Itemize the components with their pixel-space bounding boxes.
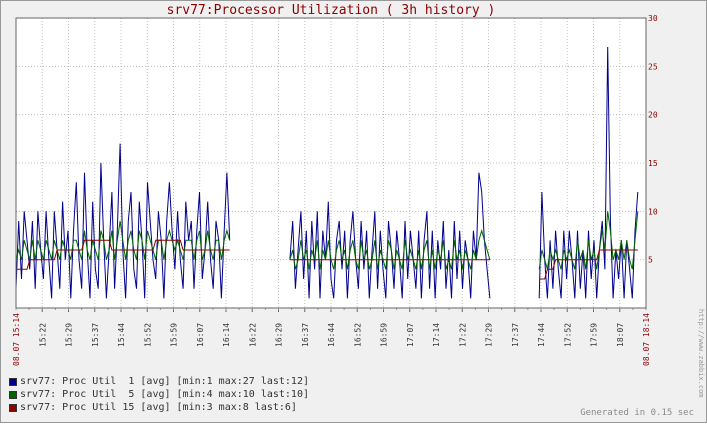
legend-item: srv77: Proc Util 15 [avg] [min:3 max:8 l…: [9, 401, 309, 414]
x-tick-label: 15:44: [117, 323, 126, 347]
y-tick-label: 25: [648, 62, 658, 71]
x-tick-label: 15:37: [91, 323, 100, 347]
legend-text: srv77: Proc Util 1 [avg] [min:1 max:27 l…: [20, 376, 309, 387]
x-tick-label: 17:52: [563, 323, 572, 347]
x-tick-label: 16:07: [196, 323, 205, 347]
x-tick-label: 16:37: [301, 323, 310, 347]
y-tick-label: 10: [648, 207, 658, 216]
series-line-1: [289, 172, 491, 299]
x-tick-label: 17:44: [537, 323, 546, 347]
series-line-3: [539, 249, 638, 280]
x-tick-label: 16:22: [248, 323, 257, 347]
x-tick-label: 17:59: [590, 323, 599, 347]
legend-swatch: [9, 377, 17, 386]
y-tick-label: 30: [648, 14, 658, 23]
legend: srv77: Proc Util 1 [avg] [min:1 max:27 l…: [9, 375, 309, 414]
plot-border: [15, 17, 647, 309]
legend-swatch: [9, 390, 17, 399]
legend-text: srv77: Proc Util 5 [avg] [min:4 max:10 l…: [20, 389, 309, 400]
legend-text: srv77: Proc Util 15 [avg] [min:3 max:8 l…: [20, 402, 297, 413]
legend-item: srv77: Proc Util 5 [avg] [min:4 max:10 l…: [9, 388, 309, 401]
x-start-label: 08.07 15:14: [12, 313, 21, 366]
watermark-text: http://www.zabbix.com: [697, 309, 705, 398]
series-line-2: [289, 228, 491, 270]
x-tick-label: 17:14: [432, 323, 441, 347]
x-tick-label: 16:44: [327, 323, 336, 347]
y-tick-label: 20: [648, 111, 658, 120]
x-tick-label: 18:07: [616, 323, 625, 347]
legend-item: srv77: Proc Util 1 [avg] [min:1 max:27 l…: [9, 375, 309, 388]
generated-time: Generated in 0.15 sec: [580, 408, 694, 418]
x-tick-label: 15:29: [65, 323, 74, 347]
x-tick-label: 15:59: [170, 323, 179, 347]
x-tick-label: 15:22: [38, 323, 47, 347]
x-tick-label: 16:29: [275, 323, 284, 347]
x-tick-label: 17:37: [511, 323, 520, 347]
series-line-2: [538, 211, 639, 270]
series-line-3: [16, 239, 230, 270]
y-tick-label: 5: [648, 256, 653, 265]
chart-title: srv77:Processor Utilization ( 3h history…: [167, 3, 496, 18]
x-tick-label: 15:52: [143, 323, 152, 347]
x-tick-label: 16:52: [353, 323, 362, 347]
legend-swatch: [9, 403, 17, 412]
y-tick-label: 15: [648, 159, 658, 168]
x-tick-label: 17:22: [458, 323, 467, 347]
x-tick-label: 16:14: [222, 323, 231, 347]
x-tick-label: 17:07: [406, 323, 415, 347]
x-tick-label: 16:59: [380, 323, 389, 347]
x-tick-label: 17:29: [485, 323, 494, 347]
x-end-label: 08.07 18:14: [642, 313, 651, 366]
